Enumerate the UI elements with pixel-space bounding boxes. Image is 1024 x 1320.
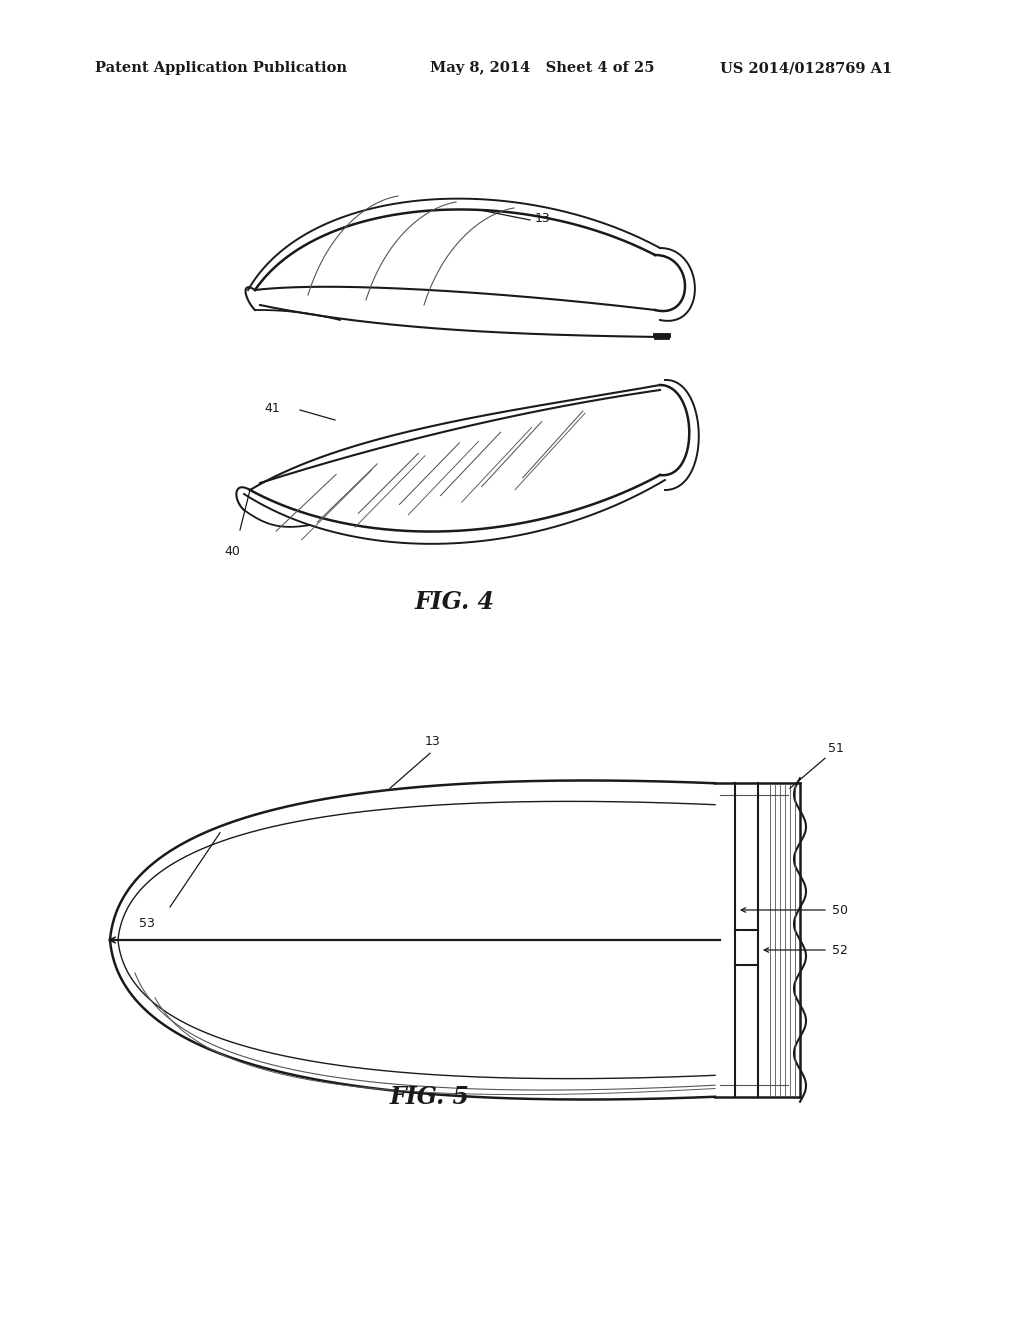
Text: 41: 41 [264, 401, 280, 414]
Text: Patent Application Publication: Patent Application Publication [95, 61, 347, 75]
Text: 53: 53 [139, 917, 155, 931]
Text: 13: 13 [425, 735, 441, 748]
Text: FIG. 5: FIG. 5 [390, 1085, 470, 1109]
Text: 51: 51 [828, 742, 844, 755]
Text: FIG. 4: FIG. 4 [415, 590, 495, 614]
Text: 52: 52 [831, 944, 848, 957]
Text: 50: 50 [831, 903, 848, 916]
Text: US 2014/0128769 A1: US 2014/0128769 A1 [720, 61, 892, 75]
Text: May 8, 2014   Sheet 4 of 25: May 8, 2014 Sheet 4 of 25 [430, 61, 654, 75]
Text: 13: 13 [535, 211, 551, 224]
Text: 40: 40 [224, 545, 240, 558]
